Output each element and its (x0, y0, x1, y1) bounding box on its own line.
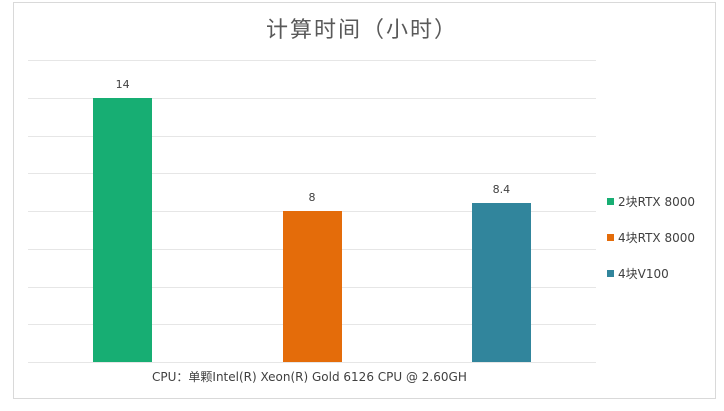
data-label: 8.4 (492, 183, 511, 197)
legend-label: 2块RTX 8000 (618, 194, 696, 209)
gridline (28, 362, 596, 363)
data-label: 14 (115, 77, 130, 91)
legend-swatch-icon (607, 197, 614, 205)
bar-3 (471, 203, 531, 362)
gridline (28, 97, 596, 99)
x-axis-label: CPU：单颗Intel(R) Xeon(R) Gold 6126 CPU @ 2… (152, 370, 467, 384)
legend-swatch-icon (607, 233, 614, 241)
gridline (28, 135, 596, 137)
chart-title: 计算时间（小时） (265, 18, 458, 43)
legend-swatch-icon (607, 269, 614, 277)
legend-label: 4块RTX 8000 (618, 230, 696, 245)
legend: 2块RTX 8000 4块RTX 8000 4块V100 (607, 183, 695, 291)
legend-item: 2块RTX 8000 (607, 183, 695, 219)
bar-2 (282, 211, 342, 362)
gridline (28, 173, 596, 175)
legend-item: 4块V100 (607, 255, 695, 291)
bar-1 (93, 97, 153, 362)
legend-item: 4块RTX 8000 (607, 219, 695, 255)
data-label: 8 (308, 191, 316, 204)
plot-area: 14 8 8.4 (28, 60, 596, 363)
legend-label: 4块V100 (618, 266, 669, 281)
gridline (28, 60, 596, 61)
